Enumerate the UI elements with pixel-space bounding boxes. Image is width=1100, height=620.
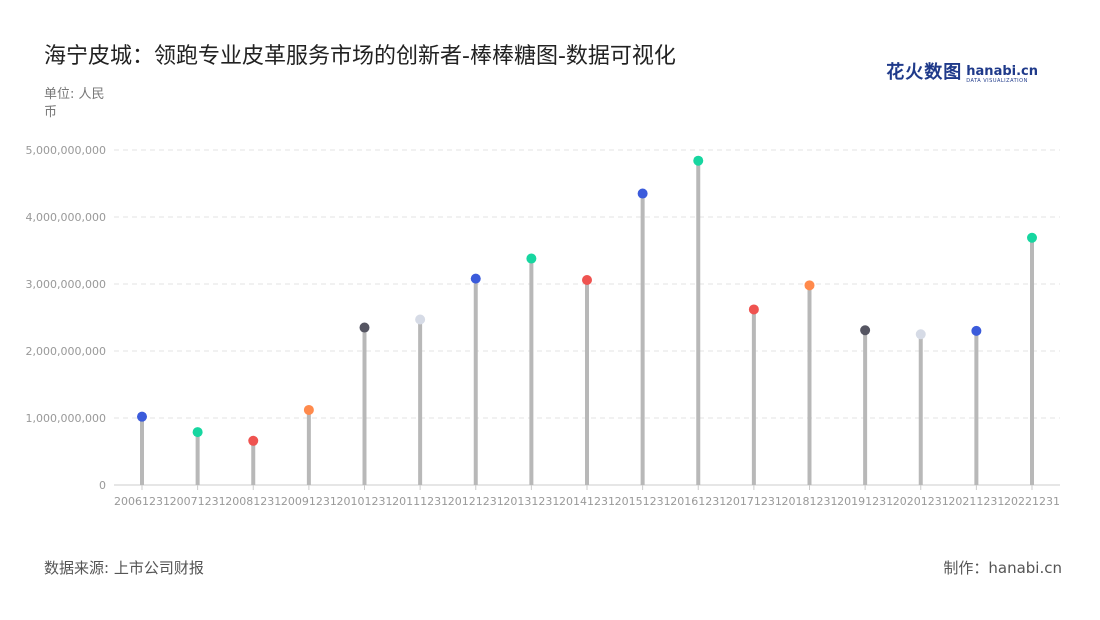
data-source-note: 数据来源: 上市公司财报 — [44, 559, 204, 577]
lollipop-dot — [303, 404, 314, 415]
lollipop-dot — [860, 325, 871, 336]
x-tick-label: 20161231 — [670, 495, 726, 508]
lollipop-dot — [248, 435, 259, 446]
lollipop-dot — [137, 411, 147, 422]
logo-subtitle-text: DATA VISUALIZATION — [966, 78, 1028, 84]
lollipop-dot — [192, 427, 203, 438]
maker-credit: 制作：hanabi.cn — [943, 559, 1062, 577]
x-tick-label: 20201231 — [893, 495, 949, 508]
lollipop-dot — [971, 325, 982, 336]
y-tick-label: 5,000,000,000 — [26, 144, 106, 157]
lollipop-dot — [804, 280, 815, 291]
lollipop-dot — [693, 155, 704, 166]
logo-english-block: hanabi.cn DATA VISUALIZATION — [966, 65, 1038, 84]
lollipop-dot — [915, 329, 926, 340]
y-tick-label: 0 — [99, 479, 106, 492]
lollipop-dot — [582, 274, 592, 285]
y-tick-label: 3,000,000,000 — [26, 278, 106, 291]
lollipop-dot — [470, 273, 481, 284]
y-axis-unit-label: 单位: 人民币 — [44, 87, 105, 120]
y-tick-label: 1,000,000,000 — [26, 412, 106, 425]
chart-title: 海宁皮城：领跑专业皮革服务市场的创新者-棒棒糖图-数据可视化 — [44, 44, 676, 69]
y-tick-label: 2,000,000,000 — [26, 345, 106, 358]
x-tick-label: 20101231 — [337, 495, 393, 508]
x-tick-label: 20061231 — [114, 495, 170, 508]
x-tick-label: 20181231 — [782, 495, 838, 508]
lollipop-dot — [748, 304, 759, 315]
x-tick-label: 20191231 — [837, 495, 893, 508]
x-tick-label: 20171231 — [726, 495, 782, 508]
lollipop-dot — [415, 314, 426, 325]
x-tick-label: 20091231 — [281, 495, 337, 508]
x-tick-label: 20221231 — [1004, 495, 1060, 508]
x-tick-label: 20131231 — [503, 495, 559, 508]
logo-chinese-text: 花火数图 — [886, 62, 963, 83]
x-tick-label: 20211231 — [948, 495, 1004, 508]
logo-english-text: hanabi.cn — [966, 64, 1038, 79]
lollipop-dot — [526, 253, 537, 264]
x-tick-label: 20141231 — [559, 495, 615, 508]
lollipop-dot — [637, 188, 648, 199]
brand-logo: 花火数图 hanabi.cn DATA VISUALIZATION — [886, 58, 1038, 84]
x-tick-label: 20121231 — [448, 495, 504, 508]
y-tick-label: 4,000,000,000 — [26, 211, 106, 224]
x-tick-label: 20111231 — [392, 495, 448, 508]
x-tick-label: 20151231 — [615, 495, 671, 508]
lollipop-dot — [359, 322, 370, 333]
lollipop-dot — [1027, 232, 1037, 243]
x-tick-label: 20071231 — [170, 495, 226, 508]
x-tick-label: 20081231 — [225, 495, 281, 508]
